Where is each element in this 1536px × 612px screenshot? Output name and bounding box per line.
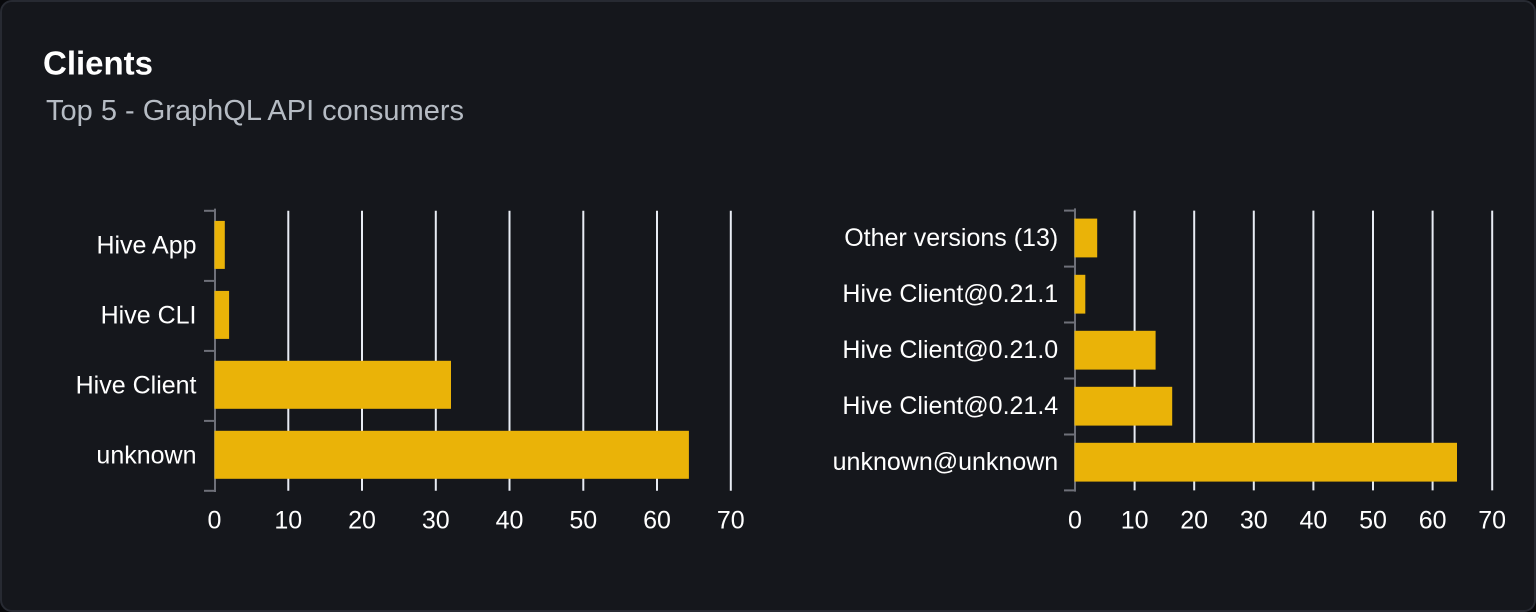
svg-text:30: 30 bbox=[1240, 507, 1268, 535]
svg-text:40: 40 bbox=[496, 507, 524, 535]
svg-text:Hive Client@0.21.0: Hive Client@0.21.0 bbox=[842, 336, 1058, 364]
svg-text:Clients: Clients bbox=[43, 45, 153, 82]
svg-text:40: 40 bbox=[1299, 507, 1327, 535]
svg-text:Hive CLI: Hive CLI bbox=[101, 302, 197, 330]
svg-text:50: 50 bbox=[569, 507, 597, 535]
svg-text:30: 30 bbox=[422, 507, 450, 535]
svg-text:Hive Client@0.21.4: Hive Client@0.21.4 bbox=[842, 392, 1058, 420]
svg-text:50: 50 bbox=[1359, 507, 1387, 535]
svg-text:20: 20 bbox=[1180, 507, 1208, 535]
svg-text:Top 5 - GraphQL API consumers: Top 5 - GraphQL API consumers bbox=[46, 95, 464, 127]
svg-text:70: 70 bbox=[717, 507, 745, 535]
svg-text:Hive Client@0.21.1: Hive Client@0.21.1 bbox=[842, 280, 1058, 308]
svg-text:Hive Client: Hive Client bbox=[76, 372, 197, 400]
svg-text:0: 0 bbox=[208, 507, 222, 535]
svg-text:60: 60 bbox=[1419, 507, 1447, 535]
svg-text:0: 0 bbox=[1068, 507, 1082, 535]
svg-text:10: 10 bbox=[1121, 507, 1149, 535]
svg-text:10: 10 bbox=[274, 507, 302, 535]
svg-text:20: 20 bbox=[348, 507, 376, 535]
svg-text:Other versions (13): Other versions (13) bbox=[844, 224, 1058, 252]
svg-text:60: 60 bbox=[643, 507, 671, 535]
svg-text:unknown: unknown bbox=[96, 442, 196, 470]
svg-text:Hive App: Hive App bbox=[96, 232, 196, 260]
svg-text:70: 70 bbox=[1478, 507, 1506, 535]
svg-text:unknown@unknown: unknown@unknown bbox=[833, 448, 1059, 476]
